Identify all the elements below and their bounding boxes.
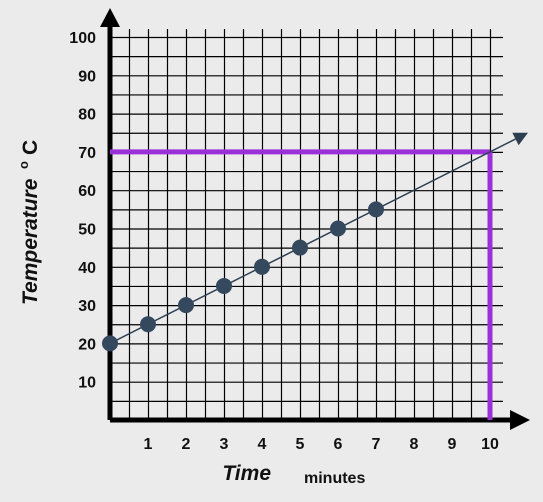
data-point	[368, 201, 384, 218]
x-tick-label: 4	[258, 436, 267, 453]
data-point	[140, 316, 156, 333]
y-tick-label: 50	[78, 222, 96, 239]
y-tick-label: 40	[78, 260, 96, 277]
grid	[109, 29, 503, 422]
y-tick-label: 70	[78, 145, 96, 162]
y-axis-unit-degree: o	[16, 161, 31, 169]
y-tick-label: 60	[78, 183, 96, 200]
y-axis-title: Temperature	[19, 178, 42, 305]
y-tick-label: 20	[78, 336, 96, 353]
data-points	[102, 201, 384, 352]
x-tick-label: 3	[220, 436, 229, 453]
y-tick-label: 90	[78, 68, 96, 85]
x-axis-unit: minutes	[304, 470, 365, 487]
trend-line-arrow	[512, 132, 528, 146]
x-tick-labels: 1 2 3 4 5 6 7 8 9 10	[144, 436, 499, 453]
x-tick-label: 6	[334, 436, 343, 453]
x-tick-label: 2	[182, 436, 191, 453]
data-point	[102, 335, 118, 352]
highlight-lines	[110, 149, 493, 420]
axes	[100, 8, 530, 430]
data-point	[292, 239, 308, 256]
x-tick-label: 7	[372, 436, 381, 453]
x-tick-label: 9	[448, 436, 457, 453]
y-axis-unit-letter: C	[19, 140, 42, 155]
x-tick-label: 5	[296, 436, 305, 453]
x-axis-title: Time	[222, 462, 271, 485]
trend-line	[109, 138, 516, 345]
trend-line-group	[109, 132, 528, 345]
data-point	[330, 220, 346, 237]
x-axis-arrow	[510, 410, 530, 430]
x-tick-label: 8	[410, 436, 419, 453]
x-tick-label: 10	[481, 436, 499, 453]
y-tick-label: 10	[78, 375, 96, 392]
data-point	[178, 297, 194, 314]
data-point	[216, 277, 232, 294]
y-axis-title-group: Temperature o C	[16, 140, 42, 305]
y-tick-label: 100	[69, 30, 96, 47]
x-tick-label: 1	[144, 436, 153, 453]
y-tick-label: 30	[78, 298, 96, 315]
y-tick-labels: 10 20 30 40 50 60 70 80 90 100	[69, 30, 96, 392]
data-point	[254, 258, 270, 275]
y-axis-arrow	[100, 8, 120, 27]
y-tick-label: 80	[78, 107, 96, 124]
